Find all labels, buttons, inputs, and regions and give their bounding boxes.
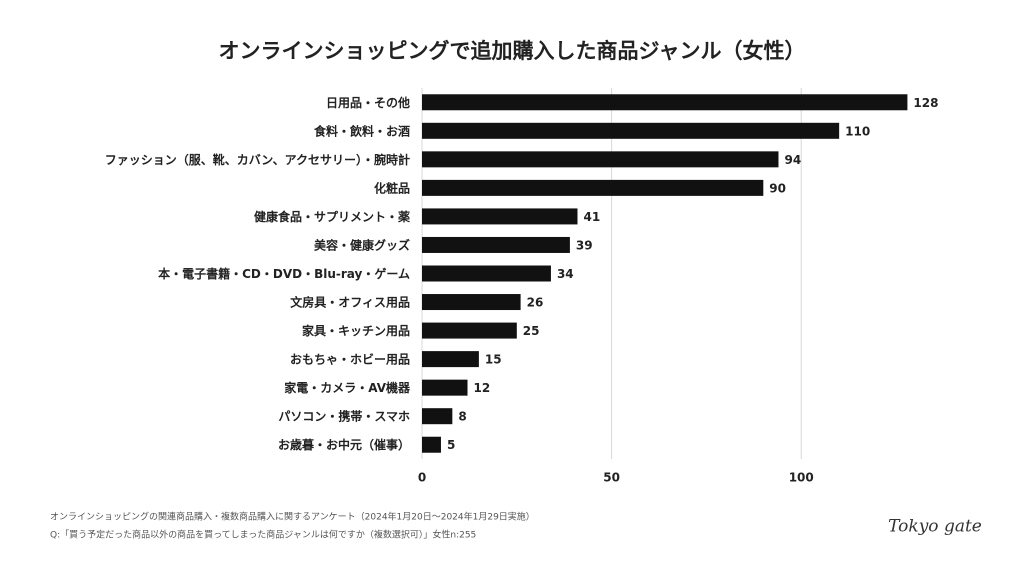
y-tick-label: おもちゃ・ホビー用品 [290,352,410,367]
logo: Tokyo gate [888,517,982,537]
value-label: 39 [576,238,593,252]
y-tick-label: ファッション（服、靴、カバン、アクセサリー）・腕時計 [105,152,410,167]
value-label: 90 [769,181,786,195]
y-tick-label: 日用品・その他 [326,95,410,110]
y-tick-label: 家具・キッチン用品 [302,323,410,338]
bar [422,94,908,111]
y-tick-label: 化粧品 [374,180,410,195]
y-tick-label: 文房具・オフィス用品 [290,295,410,310]
bar [422,408,453,425]
value-label: 25 [523,324,540,338]
chart-title: オンラインショッピングで追加購入した商品ジャンル（女性） [219,39,806,63]
value-label: 41 [583,210,600,224]
x-tick-label: 50 [603,471,620,485]
value-label: 34 [557,267,574,281]
bar [422,351,479,368]
y-tick-label: パソコン・携帯・スマホ [278,409,410,424]
y-tick-label: 本・電子書籍・CD・DVD・Blu-ray・ゲーム [158,266,410,281]
value-label: 128 [913,96,938,110]
y-tick-label: 健康食品・サプリメント・薬 [254,209,410,224]
y-tick-label: お歳暮・お中元（催事） [278,437,410,452]
value-label: 110 [845,124,870,138]
bar [422,122,840,139]
bar [422,151,779,168]
bar [422,436,441,453]
value-label: 26 [527,296,544,310]
x-tick-label: 0 [418,471,426,485]
bar [422,265,551,282]
bar [422,179,764,196]
bar [422,236,570,253]
y-tick-label: 美容・健康グッズ [314,237,410,252]
y-tick-label: 家電・カメラ・AV機器 [284,380,411,395]
value-label: 15 [485,353,502,367]
value-label: 8 [458,410,466,424]
value-label: 5 [447,438,455,452]
x-tick-label: 100 [789,471,814,485]
source-note: オンラインショッピングの関連商品購入・複数商品購入に関するアンケート（2024年… [50,511,535,523]
bar [422,208,578,225]
question-note: Q:「買う予定だった商品以外の商品を買ってしまった商品ジャンルは何ですか（複数選… [50,529,476,541]
bar [422,294,521,311]
value-label: 12 [474,381,491,395]
bar [422,322,517,339]
value-label: 94 [784,153,801,167]
y-tick-label: 食料・飲料・お酒 [313,123,410,138]
bar [422,379,468,396]
